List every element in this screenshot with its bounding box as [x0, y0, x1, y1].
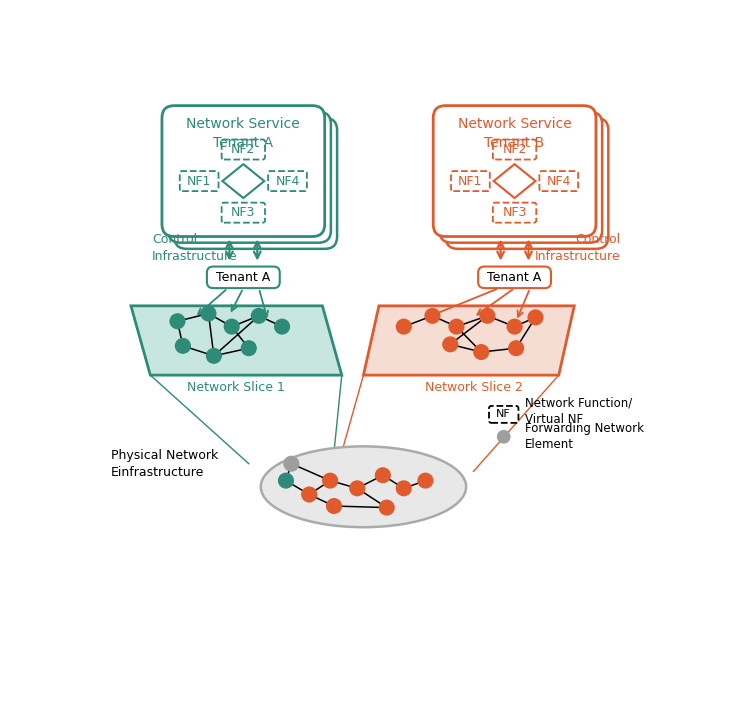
Circle shape: [397, 320, 411, 334]
FancyBboxPatch shape: [433, 105, 596, 237]
Circle shape: [242, 341, 256, 356]
Text: NF: NF: [496, 409, 511, 419]
Circle shape: [449, 320, 464, 334]
Circle shape: [376, 468, 390, 483]
Circle shape: [224, 320, 239, 334]
FancyBboxPatch shape: [222, 139, 265, 160]
Text: NF2: NF2: [503, 143, 526, 156]
FancyBboxPatch shape: [207, 267, 280, 288]
Polygon shape: [131, 306, 342, 375]
FancyBboxPatch shape: [539, 171, 578, 191]
Text: Physical Network
Einfrastructure: Physical Network Einfrastructure: [111, 449, 218, 479]
Text: Control
Infrastructure: Control Infrastructure: [536, 233, 621, 263]
FancyBboxPatch shape: [493, 139, 536, 160]
Circle shape: [418, 473, 433, 488]
Text: NF4: NF4: [547, 175, 571, 187]
Circle shape: [302, 487, 316, 502]
FancyBboxPatch shape: [268, 171, 307, 191]
Circle shape: [497, 431, 510, 443]
Text: Tenant A: Tenant A: [216, 271, 271, 284]
Circle shape: [206, 349, 221, 363]
FancyBboxPatch shape: [180, 171, 218, 191]
Circle shape: [507, 320, 522, 334]
Circle shape: [397, 481, 411, 496]
FancyBboxPatch shape: [489, 406, 518, 423]
Text: Control
Infrastructure: Control Infrastructure: [152, 233, 238, 263]
Text: Forwarding Network
Element: Forwarding Network Element: [525, 422, 644, 452]
FancyBboxPatch shape: [174, 118, 337, 249]
Circle shape: [322, 473, 338, 488]
Text: Network Service
Tenant A: Network Service Tenant A: [187, 117, 300, 150]
Text: Network Slice 2: Network Slice 2: [424, 380, 523, 394]
Circle shape: [201, 306, 216, 321]
Circle shape: [474, 345, 488, 359]
Text: Tenant A: Tenant A: [488, 271, 542, 284]
Circle shape: [170, 314, 184, 329]
Circle shape: [176, 339, 190, 354]
Text: Network Service
Tenant B: Network Service Tenant B: [458, 117, 572, 150]
Circle shape: [251, 308, 266, 323]
Circle shape: [350, 481, 364, 496]
FancyBboxPatch shape: [451, 171, 490, 191]
Circle shape: [327, 498, 341, 513]
Polygon shape: [364, 306, 574, 375]
Text: Network Function/
Virtual NF: Network Function/ Virtual NF: [525, 397, 632, 426]
Circle shape: [284, 456, 298, 471]
Circle shape: [443, 337, 458, 351]
Circle shape: [274, 320, 290, 334]
Circle shape: [380, 501, 394, 515]
Text: NF3: NF3: [231, 206, 256, 219]
Text: NF1: NF1: [187, 175, 211, 187]
Text: Network Slice 1: Network Slice 1: [187, 380, 284, 394]
Circle shape: [528, 310, 543, 325]
Circle shape: [425, 308, 439, 323]
Text: NF4: NF4: [275, 175, 300, 187]
FancyBboxPatch shape: [446, 118, 608, 249]
FancyBboxPatch shape: [440, 112, 602, 243]
FancyBboxPatch shape: [478, 267, 551, 288]
Circle shape: [509, 341, 524, 356]
FancyBboxPatch shape: [222, 203, 265, 223]
FancyBboxPatch shape: [162, 105, 325, 237]
FancyBboxPatch shape: [168, 112, 331, 243]
Text: NF1: NF1: [458, 175, 482, 187]
Circle shape: [278, 473, 293, 488]
Text: NF2: NF2: [231, 143, 256, 156]
FancyBboxPatch shape: [493, 203, 536, 223]
Text: NF3: NF3: [503, 206, 526, 219]
Circle shape: [480, 308, 495, 323]
Ellipse shape: [261, 446, 466, 527]
